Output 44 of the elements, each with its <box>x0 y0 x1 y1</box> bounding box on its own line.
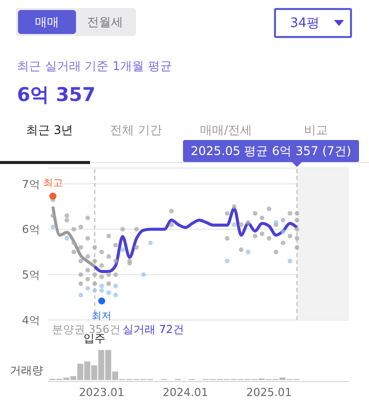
y-tick-label: 5억 <box>22 268 40 282</box>
point <box>113 284 118 288</box>
point <box>99 284 104 288</box>
text: 2025.05 평균 6억 357 (7건) <box>190 144 352 158</box>
chart-subtitle: 6억 357 <box>17 83 96 108</box>
text: 매매 <box>18 10 76 34</box>
x-tick-label: 2024.01 <box>162 386 208 399</box>
line-series <box>51 205 96 268</box>
point <box>78 292 84 298</box>
y-tick-label: 6억 <box>22 223 40 236</box>
text: 전월세 <box>86 14 124 30</box>
point <box>280 229 286 234</box>
point <box>106 290 111 296</box>
point <box>92 288 98 293</box>
point <box>148 240 153 246</box>
point <box>85 286 90 291</box>
point <box>246 250 250 254</box>
point <box>49 192 56 200</box>
x-tick-label: 2023.01 <box>78 386 124 399</box>
point <box>50 224 56 230</box>
y-tick-label: 4억 <box>22 314 40 327</box>
point <box>113 292 118 298</box>
text: 34평 <box>290 15 320 32</box>
point <box>274 220 278 225</box>
point <box>120 247 125 252</box>
text: 비교 <box>303 122 329 139</box>
y-tick-label: 7억 <box>22 178 40 191</box>
ref-line-label: 입주 <box>84 332 106 345</box>
point <box>232 222 236 228</box>
text: 전체 기간 <box>109 122 163 139</box>
annotation: 최저 <box>92 310 112 322</box>
text: 매매/전세 <box>198 122 254 139</box>
point <box>141 272 146 277</box>
text: 최근 3년 <box>24 122 74 139</box>
point <box>98 297 106 304</box>
point <box>99 288 104 293</box>
x-tick-label: 2025.01 <box>246 386 292 399</box>
text: 실거래 72건 <box>122 322 184 337</box>
point <box>224 258 230 264</box>
y-axis-title: 거래량 <box>10 364 43 377</box>
point <box>64 236 70 241</box>
point <box>288 258 292 264</box>
chart-title: 최근 실거래 기준 1개월 평균 <box>17 58 172 75</box>
annotation: 최고 <box>42 178 63 190</box>
